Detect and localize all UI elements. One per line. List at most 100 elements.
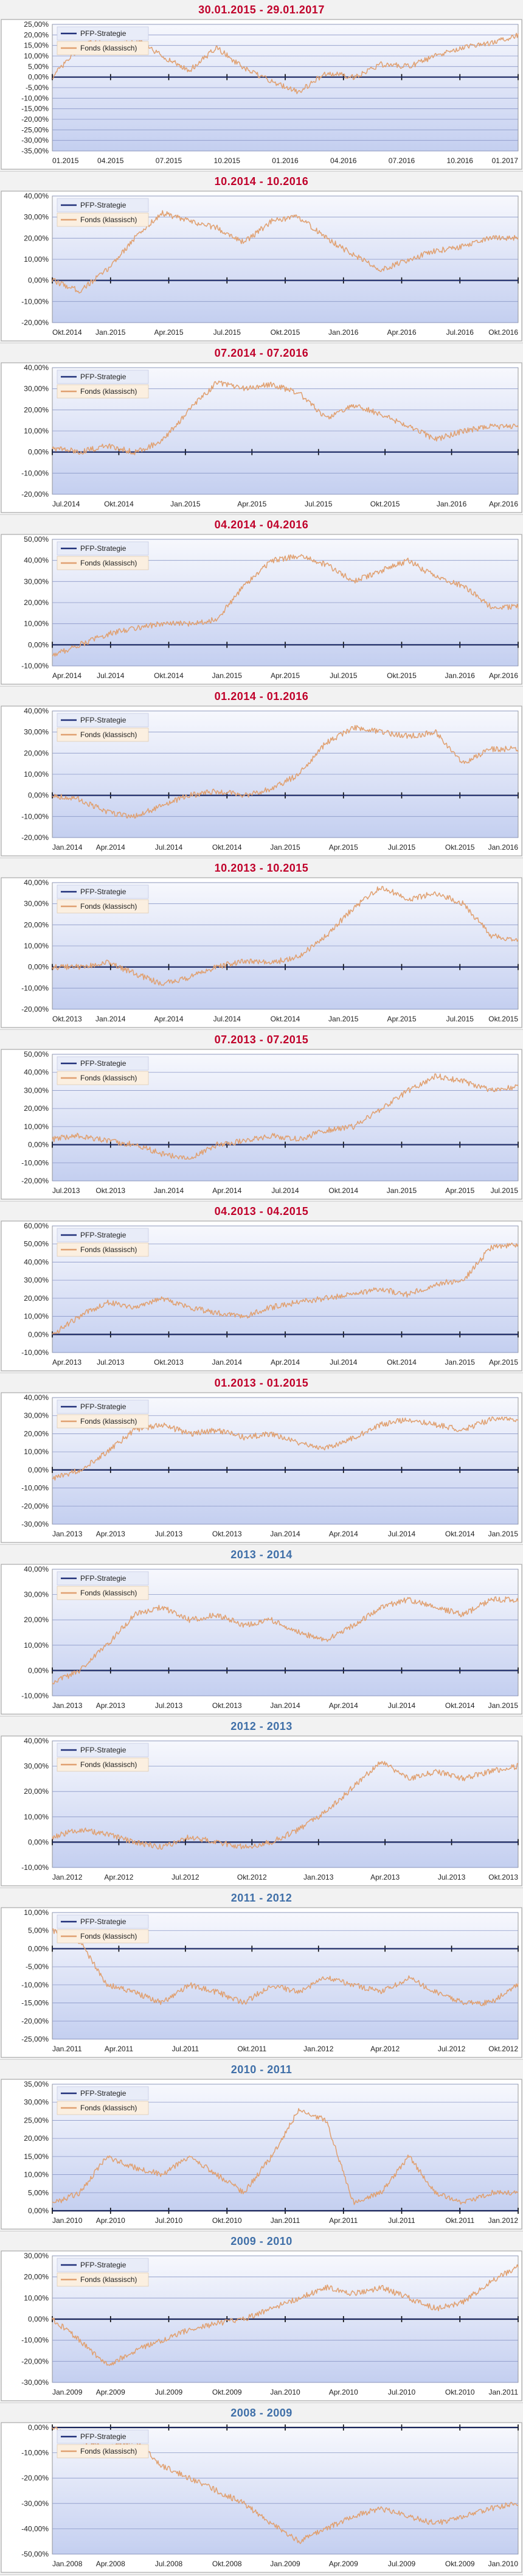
chart-panel: 07.2014 - 07.2016 40,00% 30,00% 20,00% 10,00… bbox=[0, 343, 523, 515]
legend-label: Fonds (klassisch) bbox=[80, 1760, 137, 1769]
legend: PFP-Strategie Fonds (klassisch) bbox=[57, 1743, 149, 1772]
x-tick-label: Okt.2012 bbox=[237, 1873, 267, 1881]
legend-label: Fonds (klassisch) bbox=[80, 1932, 137, 1941]
x-tick-label: Jan.2013 bbox=[52, 1701, 83, 1710]
chart-title: 2008 - 2009 bbox=[230, 2407, 293, 2419]
x-tick-label: Jan.2015 bbox=[445, 1358, 476, 1367]
y-tick-label: 20,00% bbox=[24, 30, 49, 39]
y-tick-label: 60,00% bbox=[24, 1222, 49, 1230]
x-tick-label: Apr.2013 bbox=[52, 1358, 81, 1367]
x-tick-label: Okt.2015 bbox=[271, 328, 300, 337]
legend-label: PFP-Strategie bbox=[80, 1402, 126, 1411]
legend-box bbox=[57, 41, 149, 55]
x-tick-label: Okt.2014 bbox=[154, 671, 184, 680]
x-tick-label: Apr.2010 bbox=[329, 2388, 358, 2396]
legend-box bbox=[57, 1228, 149, 1242]
y-tick-label: 0,00% bbox=[28, 448, 49, 457]
series-line-fonds-klassisch bbox=[52, 1242, 519, 1335]
y-tick-label: 30,00% bbox=[24, 2098, 49, 2107]
x-tick-label: Apr.2016 bbox=[387, 328, 416, 337]
legend-label: Fonds (klassisch) bbox=[80, 559, 137, 567]
x-tick-label: Jan.2016 bbox=[437, 500, 467, 508]
x-tick-label: Jan.2013 bbox=[52, 1530, 83, 1538]
x-tick-label: Jul.2016 bbox=[446, 328, 474, 337]
y-tick-label: 40,00% bbox=[24, 1737, 49, 1745]
x-tick-label: Jan.2016 bbox=[328, 328, 359, 337]
x-tick-label: Okt.2014 bbox=[387, 1358, 417, 1367]
y-tick-label: 0,00% bbox=[28, 73, 49, 82]
chart-title: 30.01.2015 - 29.01.2017 bbox=[198, 4, 325, 16]
y-tick-label: 10,00% bbox=[24, 2294, 49, 2302]
y-tick-label: -20,00% bbox=[21, 1005, 49, 1013]
legend-label: Fonds (klassisch) bbox=[80, 44, 137, 52]
chart-panel: 2009 - 2010 30,00% 20,00% 10,00% 0,00% -10,00… bbox=[0, 2231, 523, 2403]
x-tick-label: Jan.2016 bbox=[445, 671, 476, 680]
x-tick-label: Jan.2010 bbox=[488, 2560, 519, 2568]
series-line-fonds-klassisch bbox=[52, 2108, 519, 2205]
x-tick-label: Jan.2014 bbox=[95, 1015, 126, 1023]
y-tick-label: -20,00% bbox=[21, 2017, 49, 2025]
x-tick-label: Okt.2009 bbox=[212, 2388, 242, 2396]
y-tick-label: -15,00% bbox=[21, 105, 49, 113]
y-tick-label: 40,00% bbox=[24, 1258, 49, 1266]
y-tick-label: -30,00% bbox=[21, 2378, 49, 2387]
x-tick-label: Jan.2008 bbox=[52, 2560, 83, 2568]
chart-title: 2012 - 2013 bbox=[230, 1720, 293, 1732]
y-tick-label: 20,00% bbox=[24, 405, 49, 414]
y-tick-label: 30,00% bbox=[24, 213, 49, 222]
chart-title: 10.2014 - 10.2016 bbox=[214, 175, 309, 187]
legend-box bbox=[57, 2258, 149, 2272]
legend-box bbox=[57, 1586, 149, 1600]
y-tick-label: 20,00% bbox=[24, 234, 49, 242]
x-tick-label: Apr.2015 bbox=[445, 1186, 474, 1195]
y-tick-label: 0,00% bbox=[28, 791, 49, 800]
x-tick-label: Okt.2014 bbox=[328, 1186, 358, 1195]
legend: PFP-Strategie Fonds (klassisch) bbox=[57, 26, 149, 55]
x-tick-label: 07.2015 bbox=[156, 156, 182, 165]
legend-label: PFP-Strategie bbox=[80, 29, 126, 38]
legend-label: Fonds (klassisch) bbox=[80, 1417, 137, 1426]
legend-box bbox=[57, 556, 149, 570]
y-tick-label: -10,00% bbox=[21, 1863, 49, 1872]
y-tick-label: 20,00% bbox=[24, 2134, 49, 2143]
legend-label: PFP-Strategie bbox=[80, 544, 126, 553]
x-tick-label: Jan.2013 bbox=[303, 1873, 334, 1881]
line-chart: 50,00% 40,00% 30,00% 20,00% 10,00% 0,00% -10,0… bbox=[1, 534, 522, 685]
x-tick-label: Apr.2009 bbox=[96, 2388, 125, 2396]
chart-panel: 2013 - 2014 40,00% 30,00% 20,00% 10,00% 0,00%… bbox=[0, 1545, 523, 1717]
legend-label: PFP-Strategie bbox=[80, 1231, 126, 1239]
y-tick-label: -10,00% bbox=[21, 1692, 49, 1700]
series-line-fonds-klassisch bbox=[52, 1416, 519, 1481]
line-chart: 40,00% 30,00% 20,00% 10,00% 0,00% -10,00% -20,… bbox=[1, 1392, 522, 1543]
legend-box bbox=[57, 1242, 149, 1257]
x-tick-label: Jan.2015 bbox=[328, 1015, 359, 1023]
y-tick-label: 30,00% bbox=[24, 1412, 49, 1420]
y-tick-label: -10,00% bbox=[21, 469, 49, 477]
y-tick-label: 10,00% bbox=[24, 770, 49, 779]
legend-label: Fonds (klassisch) bbox=[80, 2104, 137, 2112]
y-tick-label: -10,00% bbox=[21, 662, 49, 670]
x-tick-label: Apr.2014 bbox=[271, 1358, 300, 1367]
legend-label: PFP-Strategie bbox=[80, 373, 126, 381]
x-tick-label: Jul.2015 bbox=[491, 1186, 519, 1195]
y-tick-label: -10,00% bbox=[21, 1158, 49, 1167]
y-tick-label: -20,00% bbox=[21, 1177, 49, 1185]
x-tick-label: Okt.2013 bbox=[52, 1015, 82, 1023]
legend-box bbox=[57, 26, 149, 41]
y-tick-label: 20,00% bbox=[24, 2273, 49, 2281]
x-tick-label: Jul.2009 bbox=[155, 2388, 183, 2396]
series-line-fonds-klassisch bbox=[52, 380, 519, 455]
x-tick-label: Jan.2015 bbox=[95, 328, 126, 337]
line-chart: 40,00% 30,00% 20,00% 10,00% 0,00% -10,00% -20,… bbox=[1, 362, 522, 513]
x-tick-label: Jul.2014 bbox=[388, 1530, 416, 1538]
x-tick-label: Apr.2013 bbox=[370, 1873, 400, 1881]
x-tick-label: Jul.2012 bbox=[171, 1873, 199, 1881]
chart-title: 04.2014 - 04.2016 bbox=[214, 519, 309, 531]
y-tick-label: -10,00% bbox=[21, 1484, 49, 1493]
x-tick-label: 04.2016 bbox=[330, 156, 357, 165]
y-tick-label: 20,00% bbox=[24, 920, 49, 929]
line-chart: 40,00%30,00%20,00%10,00%0,00%-10,00%Jan.… bbox=[1, 1564, 522, 1715]
legend-box bbox=[57, 2272, 149, 2287]
y-tick-label: -20,00% bbox=[21, 490, 49, 499]
y-tick-label: -20,00% bbox=[21, 833, 49, 842]
